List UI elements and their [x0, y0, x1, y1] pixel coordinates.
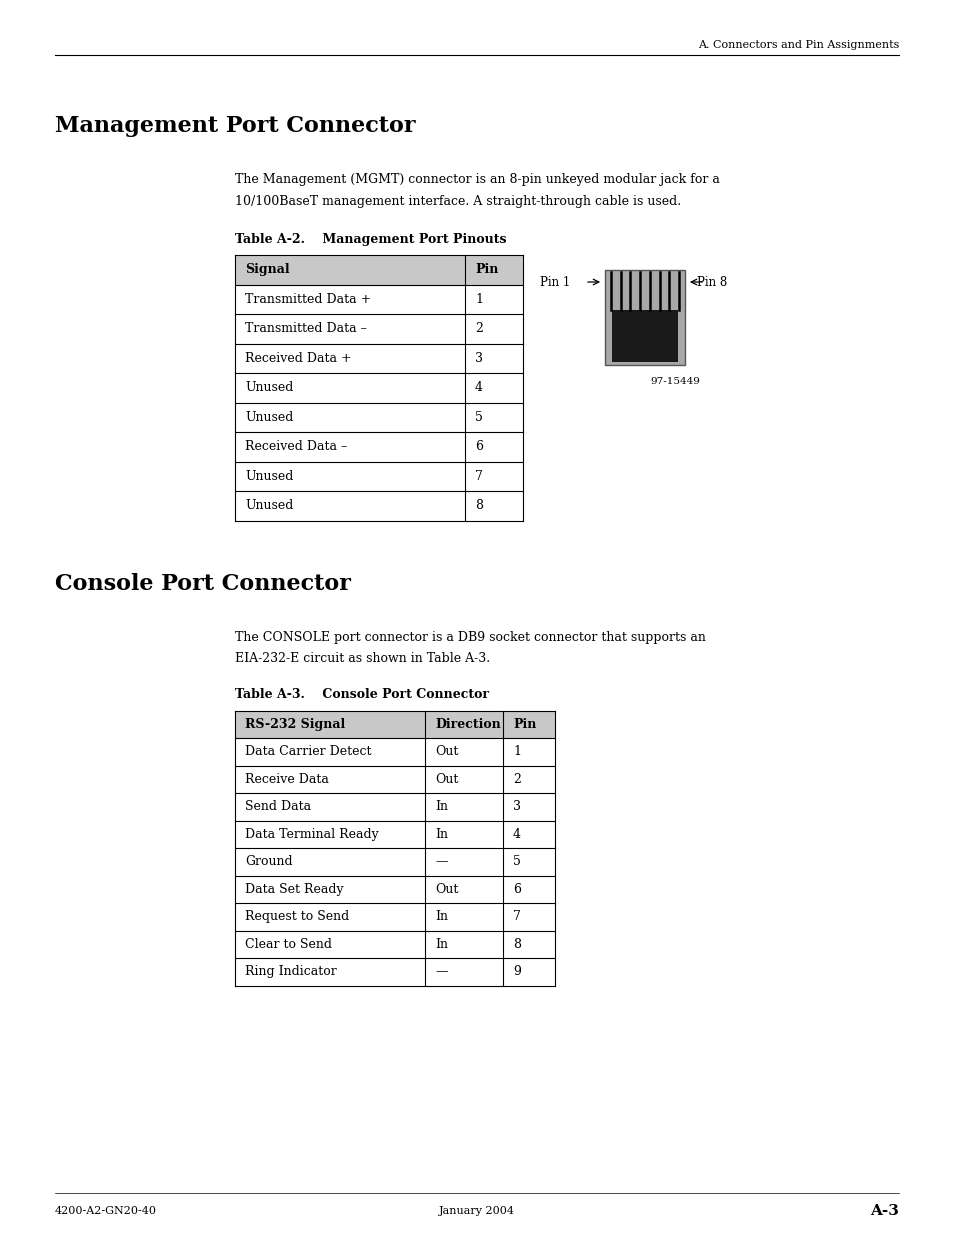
Text: 5: 5 [513, 856, 520, 868]
Text: Pin: Pin [475, 263, 497, 277]
Text: In: In [435, 827, 448, 841]
Bar [604, 270, 684, 366]
Text: 4: 4 [475, 382, 482, 394]
Bar [234, 710, 555, 739]
Text: Ground: Ground [245, 856, 293, 868]
Text: 1: 1 [513, 745, 520, 758]
Text: In: In [435, 910, 448, 924]
Text: —: — [435, 966, 447, 978]
Text: 3: 3 [513, 800, 520, 814]
Text: Table A-3.    Console Port Connector: Table A-3. Console Port Connector [234, 688, 489, 701]
Text: EIA-232-E circuit as shown in Table A-3.: EIA-232-E circuit as shown in Table A-3. [234, 652, 490, 666]
Text: 2: 2 [475, 322, 482, 335]
Text: 2: 2 [513, 773, 520, 785]
Text: —: — [435, 856, 447, 868]
Text: Unused: Unused [245, 411, 294, 424]
Text: Pin 1: Pin 1 [539, 275, 570, 289]
Text: 10/100BaseT management interface. A straight-through cable is used.: 10/100BaseT management interface. A stra… [234, 195, 680, 207]
Text: Transmitted Data +: Transmitted Data + [245, 293, 371, 306]
Text: Pin 8: Pin 8 [697, 275, 726, 289]
Text: Data Set Ready: Data Set Ready [245, 883, 343, 895]
Bar [612, 310, 678, 362]
Text: Receive Data: Receive Data [245, 773, 329, 785]
Text: 8: 8 [475, 499, 482, 513]
Text: Ring Indicator: Ring Indicator [245, 966, 336, 978]
Bar [234, 254, 522, 284]
Text: In: In [435, 937, 448, 951]
Text: 7: 7 [513, 910, 520, 924]
Text: 97-15449: 97-15449 [649, 377, 700, 387]
Text: Send Data: Send Data [245, 800, 311, 814]
Text: Unused: Unused [245, 469, 294, 483]
Text: Received Data +: Received Data + [245, 352, 352, 364]
Text: 4200-A2-GN20-40: 4200-A2-GN20-40 [55, 1207, 157, 1216]
Text: Pin: Pin [513, 718, 536, 731]
Text: Console Port Connector: Console Port Connector [55, 573, 351, 594]
Text: 7: 7 [475, 469, 482, 483]
Text: The CONSOLE port connector is a DB9 socket connector that supports an: The CONSOLE port connector is a DB9 sock… [234, 631, 705, 643]
Text: Unused: Unused [245, 382, 294, 394]
Text: Table A-2.    Management Port Pinouts: Table A-2. Management Port Pinouts [234, 233, 506, 246]
Text: Management Port Connector: Management Port Connector [55, 115, 416, 137]
Text: 9: 9 [513, 966, 520, 978]
Text: In: In [435, 800, 448, 814]
Text: Transmitted Data –: Transmitted Data – [245, 322, 367, 335]
Text: Out: Out [435, 773, 457, 785]
Text: Out: Out [435, 745, 457, 758]
Text: 5: 5 [475, 411, 482, 424]
Text: January 2004: January 2004 [438, 1207, 515, 1216]
Text: Request to Send: Request to Send [245, 910, 349, 924]
Text: Out: Out [435, 883, 457, 895]
Text: Data Carrier Detect: Data Carrier Detect [245, 745, 371, 758]
Text: 6: 6 [475, 440, 482, 453]
Text: Signal: Signal [245, 263, 290, 277]
Text: A. Connectors and Pin Assignments: A. Connectors and Pin Assignments [697, 40, 898, 49]
Text: 8: 8 [513, 937, 520, 951]
Text: Received Data –: Received Data – [245, 440, 347, 453]
Text: 1: 1 [475, 293, 482, 306]
Text: Direction: Direction [435, 718, 500, 731]
Text: 3: 3 [475, 352, 482, 364]
Text: Clear to Send: Clear to Send [245, 937, 332, 951]
Text: Data Terminal Ready: Data Terminal Ready [245, 827, 378, 841]
Text: 6: 6 [513, 883, 520, 895]
Text: A-3: A-3 [869, 1204, 898, 1218]
Text: The Management (MGMT) connector is an 8-pin unkeyed modular jack for a: The Management (MGMT) connector is an 8-… [234, 173, 720, 186]
Text: 4: 4 [513, 827, 520, 841]
Text: RS-232 Signal: RS-232 Signal [245, 718, 345, 731]
Text: Unused: Unused [245, 499, 294, 513]
